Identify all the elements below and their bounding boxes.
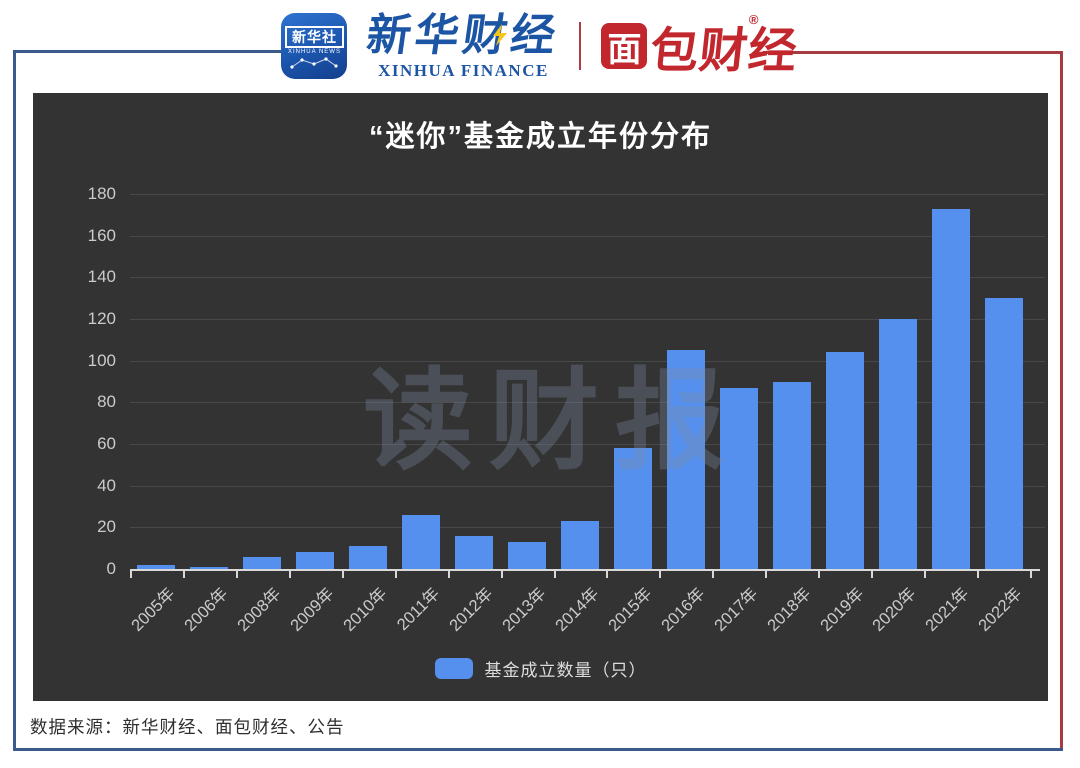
- x-axis-tick: [606, 571, 609, 578]
- x-axis-tick: [341, 571, 344, 578]
- y-axis-tick-label: 100: [87, 350, 116, 370]
- x-axis-line: [130, 569, 1040, 571]
- bar-2021年: [931, 208, 970, 569]
- legend-label: 基金成立数量（只）: [484, 661, 647, 680]
- x-axis-category-label: 2005年: [128, 584, 179, 635]
- x-axis-category-label: 2019年: [816, 584, 867, 635]
- x-axis-category-label: 2017年: [710, 584, 762, 635]
- bar-2020年: [878, 319, 917, 569]
- header: 新华社 XINHUA NEWS 新华财经 XINHUA FINANCE 面 包财…: [0, 6, 1080, 86]
- x-axis-tick: [924, 571, 927, 578]
- y-axis-tick-label: 40: [97, 475, 116, 495]
- gridline-180: [130, 194, 1045, 195]
- bar-2006年: [190, 566, 229, 569]
- bar-2019年: [825, 352, 864, 569]
- x-axis-tick: [182, 571, 185, 578]
- bar-2014年: [561, 521, 599, 569]
- x-axis-tick: [659, 571, 662, 578]
- y-axis-tick-label: 20: [97, 517, 116, 537]
- x-axis-category-label: 2018年: [763, 584, 815, 635]
- registered-trademark-mark: ®: [748, 12, 759, 27]
- y-axis-tick-label: 180: [87, 184, 116, 203]
- bar-2017年: [719, 387, 758, 569]
- x-axis-category-label: 2011年: [393, 584, 444, 635]
- x-axis-tick: [818, 571, 821, 578]
- x-axis-category-label: 2021年: [922, 584, 973, 635]
- x-axis-category-label: 2006年: [181, 584, 232, 635]
- xinhua-news-app-icon: 新华社 XINHUA NEWS: [281, 13, 348, 79]
- gridline-120: [130, 319, 1045, 320]
- bar-2015年: [613, 448, 652, 569]
- bar-2008年: [243, 556, 282, 569]
- y-axis-tick-label: 0: [106, 559, 116, 578]
- frame-border-bottom: [13, 748, 1063, 751]
- bar-2005年: [137, 564, 176, 569]
- network-globe-graphic: [290, 56, 339, 69]
- bar-2012年: [455, 535, 494, 569]
- bar-2011年: [402, 514, 441, 569]
- bread-finance-wordmark: 包财经: [648, 25, 801, 78]
- bar-2013年: [508, 541, 547, 569]
- frame-border-right: [1060, 51, 1063, 751]
- logo-divider: [579, 22, 582, 70]
- y-axis-tick-label: 120: [87, 309, 116, 328]
- x-axis-category-label: 2012年: [446, 584, 497, 635]
- bar-2018年: [772, 381, 811, 569]
- frame-border-top-left: [13, 50, 330, 53]
- x-axis-tick: [871, 571, 874, 578]
- x-axis-tick: [1030, 571, 1032, 578]
- gridline-140: [130, 277, 1045, 279]
- x-axis-category-label: 2022年: [975, 584, 1026, 635]
- x-axis-tick: [553, 571, 556, 578]
- xinhua-news-app-subtitle: XINHUA NEWS: [287, 48, 341, 55]
- x-axis-tick: [712, 571, 715, 578]
- gridline-60: [130, 444, 1045, 445]
- legend-swatch: [434, 658, 473, 679]
- x-axis-tick: [500, 571, 503, 578]
- x-axis-tick: [130, 571, 132, 578]
- x-axis-category-label: 2010年: [340, 584, 391, 635]
- xinhua-finance-logo: 新华财经 XINHUA FINANCE: [363, 9, 564, 80]
- x-axis-category-label: 2020年: [869, 584, 920, 635]
- bread-finance-logo: 面 包财经 ®: [601, 12, 801, 78]
- x-axis-category-label: 2009年: [287, 584, 338, 635]
- gridline-160: [130, 235, 1045, 237]
- chart-panel: “迷你”基金成立年份分布 0 20 40 60 80 100 120 140 160 180 200…: [33, 93, 1048, 701]
- xinhua-news-app-title: 新华社: [284, 25, 344, 48]
- bar-2016年: [666, 350, 705, 569]
- y-axis-tick-label: 80: [97, 392, 116, 412]
- bar-2010年: [349, 546, 388, 569]
- x-axis-category-label: 2008年: [234, 584, 285, 635]
- y-axis-tick-label: 140: [87, 267, 116, 287]
- frame-border-top-right: [763, 51, 1063, 54]
- lightning-accent-icon: [493, 23, 508, 46]
- x-axis-category-label: 2013年: [498, 584, 550, 635]
- gridline-100: [130, 360, 1045, 362]
- xinhua-finance-en-wordmark: XINHUA FINANCE: [378, 60, 549, 80]
- x-axis-tick: [977, 571, 980, 578]
- x-axis-tick: [288, 571, 291, 578]
- x-axis-tick: [235, 571, 238, 578]
- bar-2022年: [984, 298, 1023, 569]
- y-axis-tick-label: 60: [97, 434, 116, 453]
- bread-finance-box-char: 面: [601, 23, 648, 69]
- frame-border-left: [13, 50, 16, 751]
- chart-title: “迷你”基金成立年份分布: [368, 121, 712, 153]
- gridline-80: [130, 402, 1045, 404]
- x-axis-tick: [394, 571, 397, 578]
- x-axis-category-label: 2015年: [604, 584, 656, 635]
- legend: 基金成立数量（只）: [33, 656, 1048, 681]
- x-axis-tick: [447, 571, 450, 578]
- gridline-40: [130, 485, 1045, 487]
- xinhua-finance-cn-wordmark: 新华财经: [363, 9, 564, 61]
- x-axis-tick: [765, 571, 768, 578]
- y-axis-tick-label: 160: [87, 225, 116, 245]
- x-axis-category-label: 2014年: [551, 584, 603, 635]
- x-axis-category-label: 2016年: [657, 584, 709, 635]
- data-source-note: 数据来源：新华财经、面包财经、公告: [30, 717, 345, 737]
- bar-2009年: [296, 552, 335, 569]
